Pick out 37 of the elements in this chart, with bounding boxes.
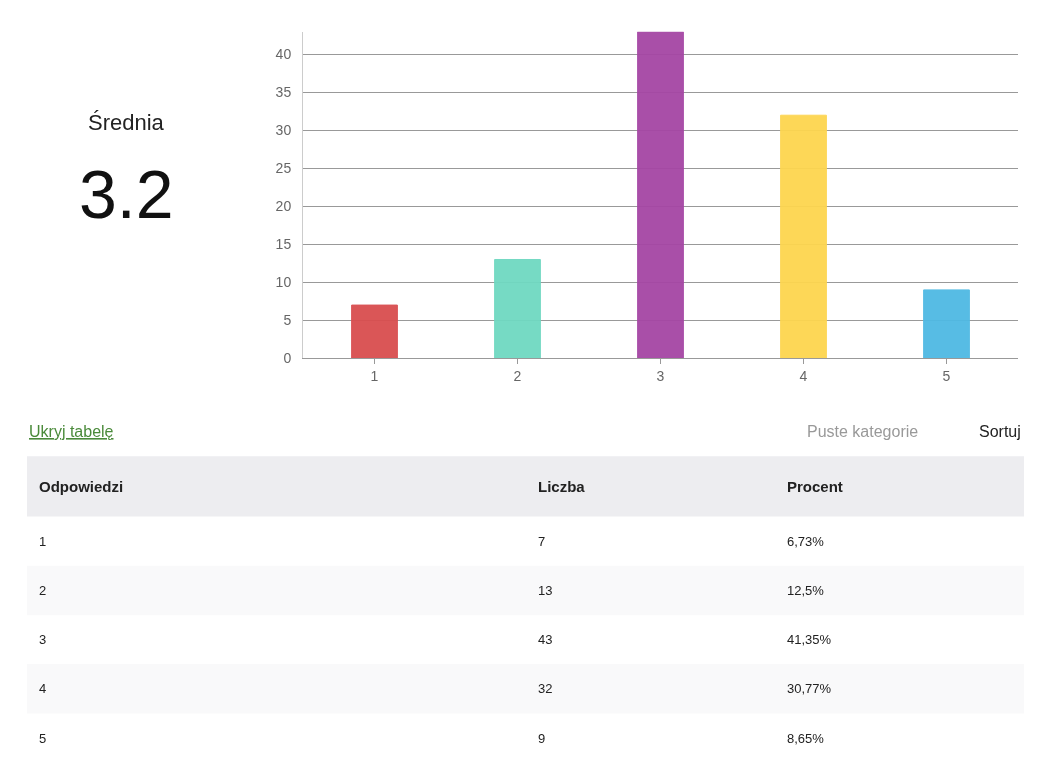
text: Odpowiedzi — [39, 478, 124, 495]
x-tick-label: 5 — [942, 368, 951, 385]
y-tick-label: 30 — [275, 122, 292, 139]
y-tick-label: 25 — [275, 160, 292, 177]
y-tick-label: 20 — [275, 198, 292, 215]
text: 3.2 — [79, 156, 174, 232]
y-tick-label: 5 — [283, 312, 292, 329]
text: 30,77% — [787, 681, 832, 696]
text: Ukryj tabelę — [29, 423, 114, 440]
x-tick-label: 2 — [513, 368, 522, 385]
text: Średnia — [88, 110, 165, 135]
text: 7 — [538, 534, 546, 549]
category-label: 2 — [39, 583, 47, 598]
text: 9 — [538, 731, 546, 746]
category-label: 1 — [39, 534, 47, 549]
text: 41,35% — [787, 632, 832, 647]
text: Procent — [787, 478, 843, 495]
category-label: 3 — [39, 632, 47, 647]
y-tick-label: 0 — [283, 350, 292, 367]
y-tick-label: 35 — [275, 84, 292, 101]
category-label: 4 — [39, 681, 47, 696]
x-tick-label: 4 — [799, 368, 808, 385]
text: 8,65% — [787, 731, 825, 746]
text: Sortuj — [979, 423, 1021, 440]
text: 13 — [538, 583, 553, 598]
x-tick-label: 3 — [656, 368, 665, 385]
y-tick-label: 40 — [275, 46, 292, 63]
y-tick-label: 15 — [275, 236, 292, 253]
text: Liczba — [538, 478, 586, 495]
text: 6,73% — [787, 534, 825, 549]
text: 12,5% — [787, 583, 825, 598]
y-tick-label: 10 — [275, 274, 292, 291]
category-label: 5 — [39, 731, 47, 746]
text: 32 — [538, 681, 553, 696]
text: 43 — [538, 632, 553, 647]
x-tick-label: 1 — [370, 368, 379, 385]
text: Puste kategorie — [807, 423, 919, 440]
